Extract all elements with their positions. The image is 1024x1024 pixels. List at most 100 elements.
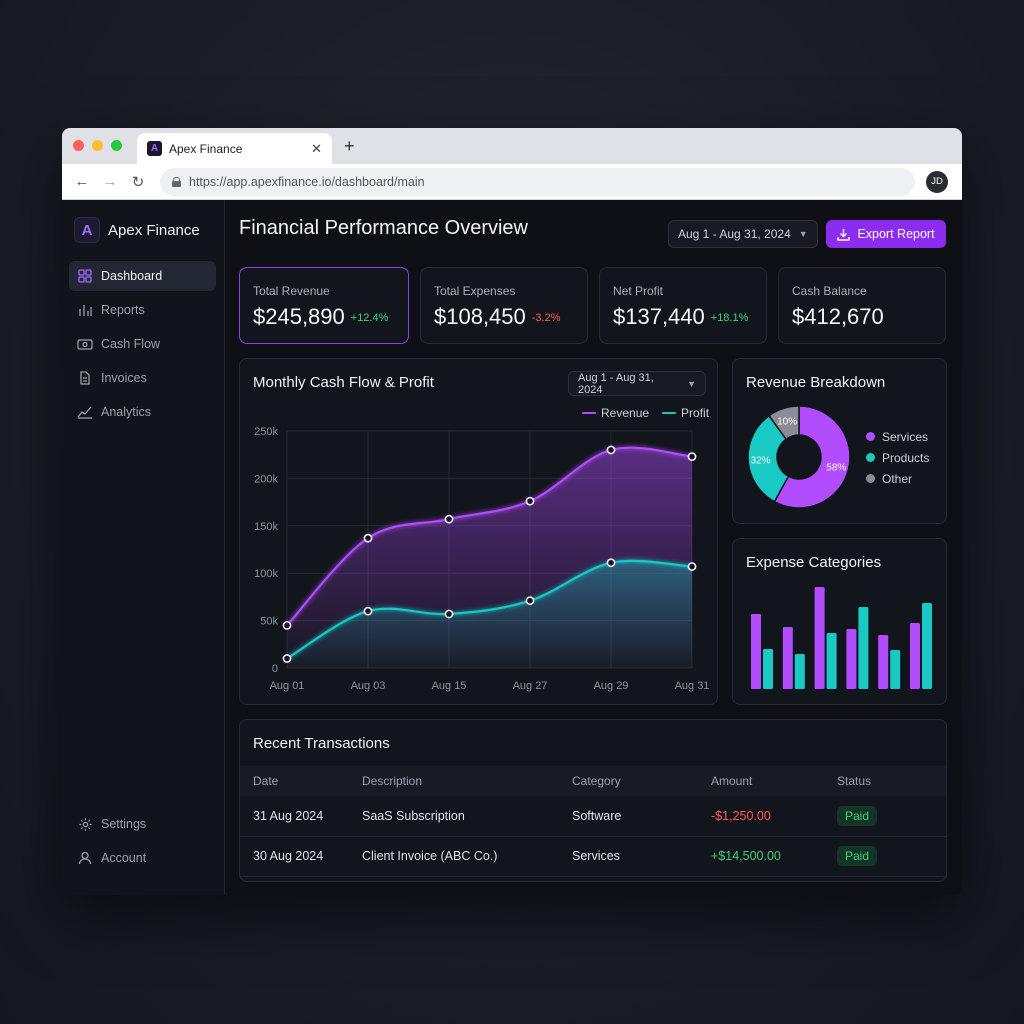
browser-tab[interactable]: A Apex Finance ✕ bbox=[137, 133, 332, 164]
revenue-point[interactable] bbox=[525, 496, 535, 506]
document-icon bbox=[77, 370, 93, 386]
profit-point[interactable] bbox=[282, 654, 292, 663]
kpi-card-total-revenue: Total Revenue $245,890 +12.4% bbox=[239, 267, 409, 344]
sidebar-item-label: Account bbox=[101, 851, 147, 865]
revenue-point[interactable] bbox=[444, 514, 454, 524]
expense-bar[interactable] bbox=[751, 614, 761, 689]
expense-bar[interactable] bbox=[890, 650, 901, 689]
expense-bar[interactable] bbox=[826, 633, 837, 689]
expense-bar[interactable] bbox=[846, 629, 857, 689]
maximize-window-button[interactable] bbox=[111, 140, 122, 151]
close-tab-icon[interactable]: ✕ bbox=[311, 140, 322, 156]
column-header-description[interactable]: Description bbox=[362, 774, 423, 788]
expense-bar[interactable] bbox=[794, 654, 805, 689]
avatar[interactable]: JD bbox=[926, 170, 948, 193]
table-row[interactable]: 30 Aug 2024 Client Invoice (ABC Co.) Ser… bbox=[240, 836, 946, 877]
x-tick-label: Aug 31 bbox=[675, 680, 710, 692]
sidebar-item-cash-flow[interactable]: Cash Flow bbox=[69, 329, 216, 359]
sidebar-item-account[interactable]: Account bbox=[69, 843, 216, 873]
profit-point[interactable] bbox=[525, 596, 535, 606]
minimize-window-button[interactable] bbox=[92, 140, 103, 151]
forward-button[interactable]: → bbox=[102, 173, 118, 190]
gear-icon bbox=[77, 816, 93, 832]
kpi-label: Total Expenses bbox=[434, 284, 516, 298]
chevron-down-icon: ▼ bbox=[798, 229, 808, 239]
expense-bar[interactable] bbox=[922, 603, 932, 689]
reload-button[interactable]: ↻ bbox=[131, 173, 145, 191]
transaction-description: Client Invoice (ABC Co.) bbox=[362, 836, 572, 877]
date-range-picker[interactable]: Aug 1 - Aug 31, 2024 ▼ bbox=[668, 220, 818, 248]
kpi-card-cash-balance: Cash Balance $412,670 bbox=[778, 267, 946, 344]
sidebar-nav: Dashboard Reports Cash Flow bbox=[62, 261, 224, 427]
x-tick-label: Aug 27 bbox=[513, 680, 548, 692]
y-tick-label: 200k bbox=[254, 473, 278, 485]
url-field[interactable]: https://app.apexfinance.io/dashboard/mai… bbox=[160, 167, 915, 196]
user-icon bbox=[77, 850, 93, 866]
close-window-button[interactable] bbox=[73, 140, 84, 151]
transaction-amount: +$14,500.00 bbox=[711, 836, 837, 877]
sidebar: A Apex Finance Dashboard Reports bbox=[62, 200, 225, 895]
y-tick-label: 150k bbox=[254, 521, 278, 533]
revenue-point[interactable] bbox=[606, 445, 616, 455]
brand-name: Apex Finance bbox=[108, 221, 200, 239]
x-tick-label: Aug 01 bbox=[270, 680, 305, 692]
sidebar-item-reports[interactable]: Reports bbox=[69, 295, 216, 325]
expense-bar[interactable] bbox=[763, 649, 773, 689]
recent-transactions-card: Recent Transactions Date Description Cat… bbox=[239, 719, 947, 882]
slice-label-services: 58% bbox=[826, 463, 846, 474]
revenue-point[interactable] bbox=[282, 620, 292, 630]
slice-products[interactable] bbox=[747, 414, 790, 503]
legend-profit: Profit bbox=[681, 406, 710, 420]
expense-bar[interactable] bbox=[878, 635, 889, 689]
new-tab-button[interactable]: + bbox=[344, 136, 355, 156]
expense-bar[interactable] bbox=[858, 607, 869, 689]
profit-point[interactable] bbox=[363, 606, 373, 616]
brand-logo-icon: A bbox=[74, 217, 100, 243]
chart-date-range-label: Aug 1 - Aug 31, 2024 bbox=[578, 371, 654, 396]
sidebar-item-analytics[interactable]: Analytics bbox=[69, 397, 216, 427]
profit-point[interactable] bbox=[444, 609, 454, 619]
sidebar-item-dashboard[interactable]: Dashboard bbox=[69, 261, 216, 291]
y-tick-label: 0 bbox=[272, 663, 278, 675]
profit-point[interactable] bbox=[687, 562, 697, 571]
revenue-point[interactable] bbox=[687, 452, 697, 461]
profit-line bbox=[286, 559, 693, 660]
x-tick-label: Aug 29 bbox=[594, 680, 629, 692]
transaction-category: Services bbox=[572, 836, 711, 877]
status-badge: Paid bbox=[837, 846, 878, 866]
sidebar-item-label: Analytics bbox=[101, 405, 152, 419]
profit-point[interactable] bbox=[606, 558, 616, 568]
expense-bar[interactable] bbox=[782, 627, 793, 689]
sidebar-item-settings[interactable]: Settings bbox=[69, 809, 216, 839]
grid-icon bbox=[77, 268, 93, 284]
expense-bar[interactable] bbox=[910, 623, 920, 689]
slice-other[interactable] bbox=[767, 405, 800, 441]
x-tick-label: Aug 03 bbox=[351, 680, 386, 692]
url-text: https://app.apexfinance.io/dashboard/mai… bbox=[189, 174, 425, 189]
cashflow-chart-card: Monthly Cash Flow & Profit Aug 1 - Aug 3… bbox=[239, 358, 718, 705]
column-header-date[interactable]: Date bbox=[253, 774, 279, 788]
back-button[interactable]: ← bbox=[74, 173, 90, 190]
transaction-date: 31 Aug 2024 bbox=[240, 796, 362, 837]
chart-date-range-picker[interactable]: Aug 1 - Aug 31, 2024 ▼ bbox=[568, 371, 706, 396]
donut-legend: Services Products Other bbox=[866, 426, 929, 489]
page-title: Financial Performance Overview bbox=[239, 217, 528, 239]
export-report-label: Export Report bbox=[857, 227, 935, 241]
sidebar-item-invoices[interactable]: Invoices bbox=[69, 363, 216, 393]
sidebar-item-label: Settings bbox=[101, 817, 147, 831]
legend-item-other: Other bbox=[866, 468, 929, 489]
cashflow-chart-title: Monthly Cash Flow & Profit bbox=[253, 374, 434, 391]
transaction-description: SaaS Subscription bbox=[362, 796, 572, 837]
slice-label-other: 10% bbox=[777, 416, 797, 427]
export-report-button[interactable]: Export Report bbox=[826, 220, 946, 248]
column-header-status[interactable]: Status bbox=[837, 774, 872, 788]
column-header-category[interactable]: Category bbox=[572, 774, 621, 788]
tab-title: Apex Finance bbox=[169, 141, 243, 156]
revenue-point[interactable] bbox=[363, 533, 373, 543]
table-row[interactable]: 31 Aug 2024 SaaS Subscription Software -… bbox=[240, 796, 946, 837]
expense-bar[interactable] bbox=[814, 587, 825, 689]
revenue-line bbox=[286, 446, 693, 627]
sidebar-item-label: Cash Flow bbox=[101, 337, 161, 351]
slice-services[interactable] bbox=[773, 405, 851, 509]
column-header-amount[interactable]: Amount bbox=[711, 774, 753, 788]
